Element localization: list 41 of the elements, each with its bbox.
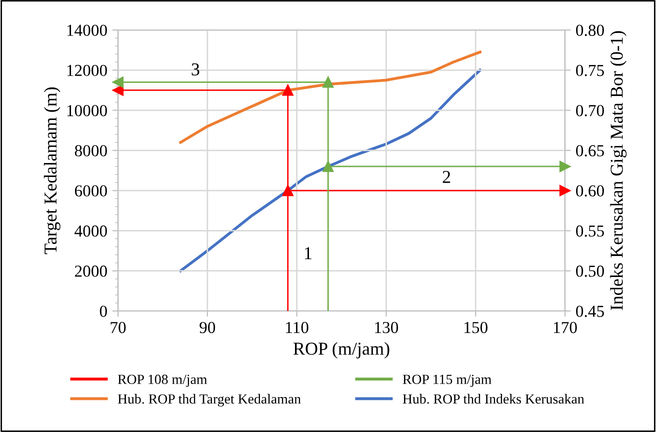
y-tick-label: 4000 (74, 225, 107, 237)
point (322, 160, 334, 172)
y2-tick-label: 0.65 (576, 145, 604, 156)
y2-tick-label: 0.80 (576, 24, 604, 36)
y-tick-label: 12000 (67, 64, 107, 76)
x-tick-label: 70 (110, 322, 126, 334)
y-axis-title: Target Kedalamam (m) (44, 87, 60, 254)
x-tick-label: 170 (554, 322, 577, 334)
point (559, 185, 571, 196)
x-axis-title: ROP (m/jam) (293, 342, 390, 358)
y-tick-label: 14000 (67, 24, 107, 36)
y-tick-label: 10000 (67, 104, 107, 116)
y-tick-label: 2000 (74, 266, 107, 277)
annotation: 3 (192, 63, 200, 76)
legend-label: Hub. ROP thd Indeks Kerusakan (402, 394, 584, 404)
point (112, 84, 124, 96)
y-tick-label: 6000 (74, 185, 107, 197)
x-tick-label: 110 (286, 322, 308, 334)
legend-label: ROP 115 m/jam (402, 374, 492, 387)
y2-tick-label: 0.50 (576, 266, 604, 277)
y-tick-label: 8000 (74, 145, 107, 156)
legend-label: Hub. ROP thd Target Kedalaman (118, 394, 301, 407)
y-tick-label: 0 (100, 306, 107, 317)
y2-tick-label: 0.55 (576, 225, 604, 237)
point (282, 185, 294, 196)
point (559, 160, 571, 172)
y2-tick-label: 0.75 (576, 64, 604, 76)
y2-tick-label: 0.70 (576, 104, 604, 116)
annotation: 2 (442, 170, 450, 183)
y2-axis-title: Indeks Kerusakan Gigi Mata Bor (0-1) (610, 31, 627, 310)
x-tick-label: 150 (464, 322, 488, 334)
point (112, 76, 124, 88)
x-tick-label: 130 (375, 322, 398, 334)
x-tick-label: 90 (200, 322, 216, 334)
legend-label: ROP 108 m/jam (118, 374, 208, 387)
y2-tick-label: 0.45 (576, 306, 604, 318)
point (322, 76, 334, 88)
annotation: 1 (305, 247, 312, 260)
point (282, 84, 294, 96)
y2-tick-label: 0.60 (576, 185, 604, 197)
line-series (179, 50, 482, 144)
